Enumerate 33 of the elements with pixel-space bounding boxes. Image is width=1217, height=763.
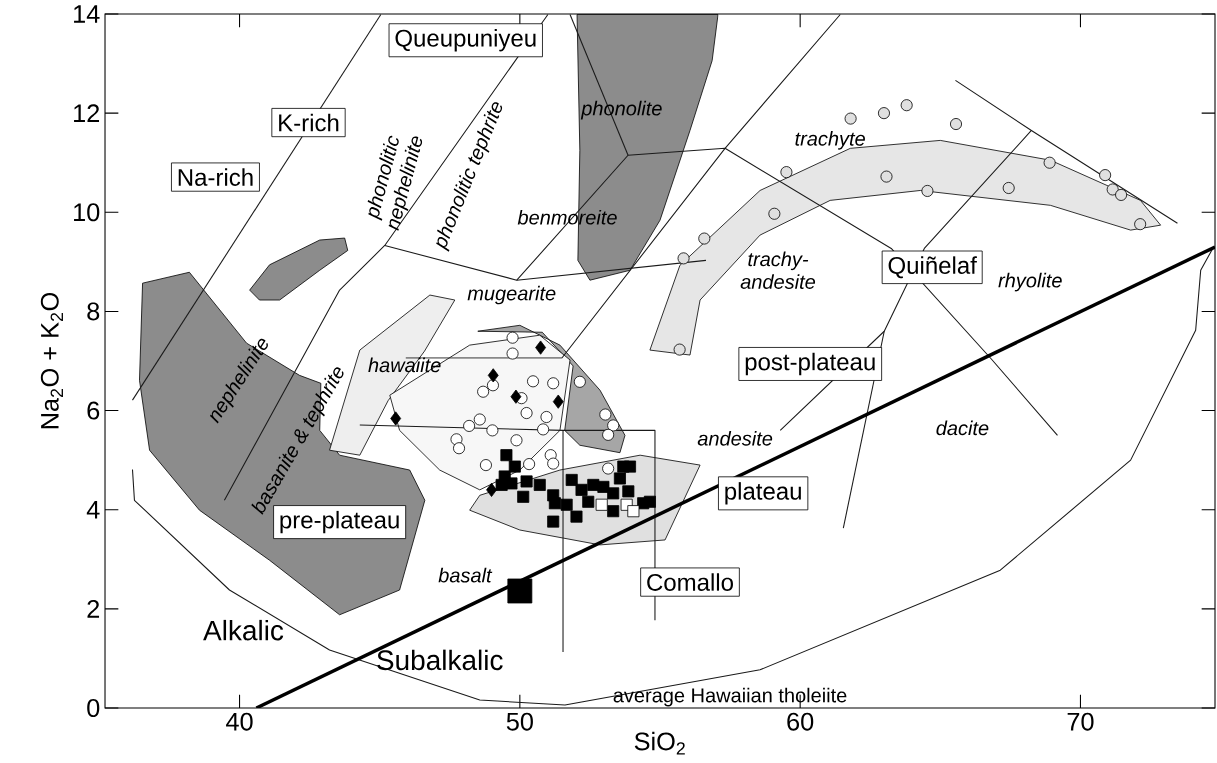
annotation: trachy-andesite bbox=[740, 251, 816, 289]
y-tick-label: 4 bbox=[86, 501, 100, 519]
y-tick-label: 2 bbox=[87, 600, 100, 618]
annotation: K-rich bbox=[279, 113, 339, 132]
y-tick-label: 8 bbox=[87, 302, 100, 321]
annotation: basalt bbox=[438, 567, 493, 583]
y-tick-label: 14 bbox=[74, 5, 100, 23]
annotation: Subalkalic bbox=[377, 649, 503, 671]
annotation: plateau bbox=[725, 482, 801, 505]
y-tick-label: 6 bbox=[87, 401, 100, 420]
annotation: Queupuniyeu bbox=[395, 29, 536, 52]
x-axis-title: SiO$_{2}$ bbox=[634, 731, 685, 755]
annotation: rhyolite bbox=[998, 272, 1062, 292]
y-tick-label: 12 bbox=[74, 104, 100, 122]
x-tick-label: 60 bbox=[787, 712, 814, 731]
x-tick-label: 70 bbox=[1067, 712, 1094, 731]
annotation: trachyte bbox=[795, 131, 865, 150]
annotation: Na-rich bbox=[178, 168, 253, 186]
annotation: post-plateau bbox=[745, 352, 875, 376]
annotation: Quiñelaf bbox=[888, 256, 977, 279]
annotation: hawaiite bbox=[368, 357, 441, 373]
x-tick-label: 40 bbox=[226, 712, 253, 731]
y-tick-label: 0 bbox=[87, 699, 100, 717]
annotation: dacite bbox=[936, 420, 989, 436]
annotation: mugearite bbox=[467, 285, 556, 305]
annotation: Comallo bbox=[647, 573, 733, 591]
annotation: andesite bbox=[697, 430, 773, 446]
x-tick-label: 50 bbox=[506, 712, 533, 731]
annotation: phonolite bbox=[580, 100, 662, 120]
annotation: average Hawaiian tholeiite bbox=[613, 687, 847, 707]
y-tick-label: 10 bbox=[74, 203, 100, 222]
annotation: Alkalic bbox=[203, 619, 284, 641]
y-axis-title: Na$_{2}$O + K$_{2}$O bbox=[40, 292, 63, 429]
